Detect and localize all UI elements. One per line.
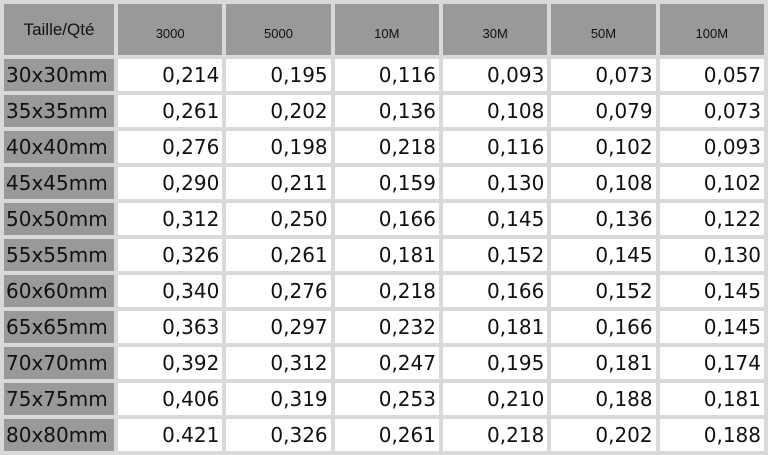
table-row: 75x75mm 0,406 0,319 0,253 0,210 0,188 0,…	[4, 383, 764, 415]
price-cell: 0,188	[659, 419, 764, 451]
size-cell: 30x30mm	[4, 59, 114, 91]
table-row: 35x35mm 0,261 0,202 0,136 0,108 0,079 0,…	[4, 95, 764, 127]
price-cell: 0,152	[551, 275, 656, 307]
price-cell: 0,166	[551, 311, 656, 343]
quantity-header-30m: 30M	[442, 4, 548, 55]
table-row: 70x70mm 0,392 0,312 0,247 0,195 0,181 0,…	[4, 347, 764, 379]
size-cell: 35x35mm	[4, 95, 114, 127]
price-cell: 0,202	[551, 419, 656, 451]
price-cell: 0,218	[334, 131, 439, 163]
price-cell: 0,166	[442, 275, 548, 307]
size-cell: 45x45mm	[4, 167, 114, 199]
price-cell: 0,312	[226, 347, 331, 379]
quantity-header-10m: 10M	[334, 4, 439, 55]
price-cell: 0,181	[659, 383, 764, 415]
price-cell: 0,218	[442, 419, 548, 451]
price-cell: 0,195	[226, 59, 331, 91]
price-cell: 0,136	[551, 203, 656, 235]
price-cell: 0,093	[659, 131, 764, 163]
size-cell: 60x60mm	[4, 275, 114, 307]
price-cell: 0,253	[334, 383, 439, 415]
price-cell: 0,210	[442, 383, 548, 415]
price-cell: 0,276	[226, 275, 331, 307]
price-cell: 0,152	[442, 239, 548, 271]
size-cell: 40x40mm	[4, 131, 114, 163]
price-cell: 0,145	[659, 311, 764, 343]
price-cell: 0,247	[334, 347, 439, 379]
table-row: 30x30mm 0,214 0,195 0,116 0,093 0,073 0,…	[4, 59, 764, 91]
price-cell: 0,130	[442, 167, 548, 199]
price-cell: 0,145	[659, 275, 764, 307]
price-cell: 0,102	[551, 131, 656, 163]
price-cell: 0,261	[118, 95, 223, 127]
price-cell: 0,145	[442, 203, 548, 235]
size-quantity-header: Taille/Qté	[4, 4, 114, 55]
size-cell: 50x50mm	[4, 203, 114, 235]
price-cell: 0,108	[551, 167, 656, 199]
price-cell: 0,232	[334, 311, 439, 343]
price-cell: 0,145	[551, 239, 656, 271]
quantity-header-3000: 3000	[118, 4, 223, 55]
price-cell: 0,261	[226, 239, 331, 271]
price-cell: 0,073	[551, 59, 656, 91]
price-cell: 0,079	[551, 95, 656, 127]
size-cell: 65x65mm	[4, 311, 114, 343]
price-cell: 0,326	[226, 419, 331, 451]
price-cell: 0.421	[118, 419, 223, 451]
price-cell: 0,122	[659, 203, 764, 235]
quantity-header-100m: 100M	[659, 4, 764, 55]
price-cell: 0,181	[334, 239, 439, 271]
price-cell: 0,214	[118, 59, 223, 91]
table-row: 65x65mm 0,363 0,297 0,232 0,181 0,166 0,…	[4, 311, 764, 343]
price-cell: 0,188	[551, 383, 656, 415]
table-row: 40x40mm 0,276 0,198 0,218 0,116 0,102 0,…	[4, 131, 764, 163]
price-cell: 0,198	[226, 131, 331, 163]
size-cell: 55x55mm	[4, 239, 114, 271]
price-cell: 0,406	[118, 383, 223, 415]
price-cell: 0,392	[118, 347, 223, 379]
price-cell: 0,276	[118, 131, 223, 163]
price-cell: 0,218	[334, 275, 439, 307]
price-cell: 0,261	[334, 419, 439, 451]
price-cell: 0,297	[226, 311, 331, 343]
price-cell: 0,319	[226, 383, 331, 415]
price-cell: 0,136	[334, 95, 439, 127]
price-cell: 0,290	[118, 167, 223, 199]
price-cell: 0,326	[118, 239, 223, 271]
price-cell: 0,116	[442, 131, 548, 163]
price-cell: 0,166	[334, 203, 439, 235]
price-cell: 0,211	[226, 167, 331, 199]
table-row: 45x45mm 0,290 0,211 0,159 0,130 0,108 0,…	[4, 167, 764, 199]
header-row: Taille/Qté 3000 5000 10M 30M 50M 100M	[4, 4, 764, 55]
price-cell: 0,116	[334, 59, 439, 91]
price-cell: 0,073	[659, 95, 764, 127]
price-cell: 0,181	[551, 347, 656, 379]
price-cell: 0,195	[442, 347, 548, 379]
table-row: 50x50mm 0,312 0,250 0,166 0,145 0,136 0,…	[4, 203, 764, 235]
price-cell: 0,363	[118, 311, 223, 343]
price-cell: 0,057	[659, 59, 764, 91]
table-row: 80x80mm 0.421 0,326 0,261 0,218 0,202 0,…	[4, 419, 764, 451]
price-cell: 0,202	[226, 95, 331, 127]
quantity-header-50m: 50M	[551, 4, 656, 55]
size-cell: 75x75mm	[4, 383, 114, 415]
price-cell: 0,174	[659, 347, 764, 379]
price-cell: 0,250	[226, 203, 331, 235]
quantity-header-5000: 5000	[226, 4, 331, 55]
size-cell: 80x80mm	[4, 419, 114, 451]
table-row: 55x55mm 0,326 0,261 0,181 0,152 0,145 0,…	[4, 239, 764, 271]
price-cell: 0,108	[442, 95, 548, 127]
price-cell: 0,130	[659, 239, 764, 271]
table-row: 60x60mm 0,340 0,276 0,218 0,166 0,152 0,…	[4, 275, 764, 307]
price-cell: 0,312	[118, 203, 223, 235]
size-cell: 70x70mm	[4, 347, 114, 379]
price-cell: 0,102	[659, 167, 764, 199]
price-cell: 0,159	[334, 167, 439, 199]
price-cell: 0,340	[118, 275, 223, 307]
price-cell: 0,181	[442, 311, 548, 343]
price-cell: 0,093	[442, 59, 548, 91]
